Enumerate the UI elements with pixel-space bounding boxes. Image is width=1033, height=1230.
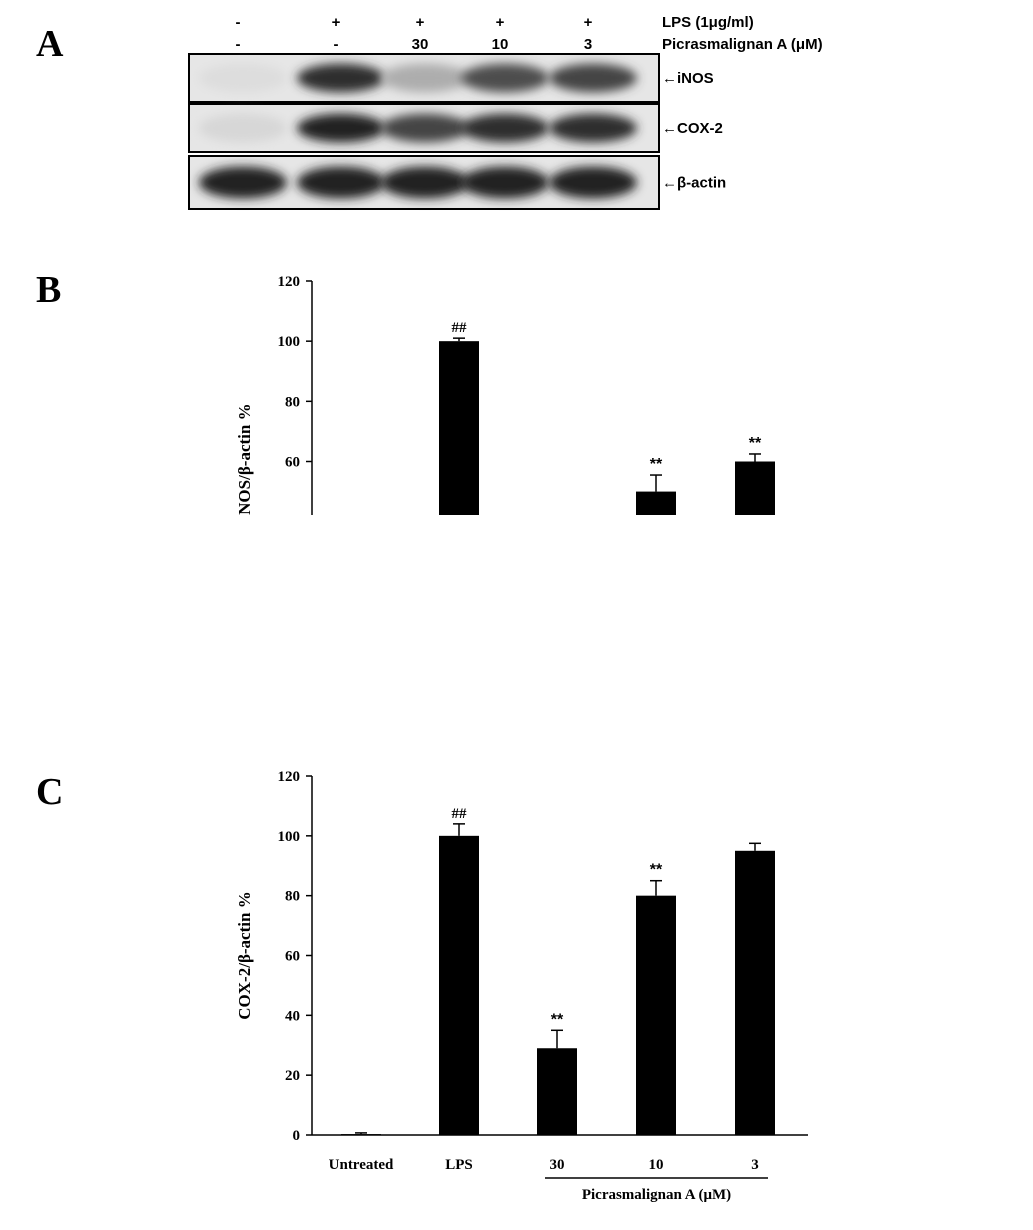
significance-label: ** xyxy=(749,435,762,452)
lps-sign: + xyxy=(416,14,425,31)
significance-label: ## xyxy=(452,320,468,336)
band-cox2 xyxy=(199,114,287,143)
band-cox2 xyxy=(549,114,637,143)
significance-label: ** xyxy=(650,862,663,879)
x-tick-label: 3 xyxy=(751,1157,759,1173)
band-label-actin: ←β-actin xyxy=(662,175,726,192)
y-tick-label: 60 xyxy=(285,455,300,471)
band-cox2 xyxy=(381,114,469,143)
band-inos xyxy=(381,64,469,93)
band-inos xyxy=(461,64,549,93)
band-label-inos: ←iNOS xyxy=(662,70,714,87)
bar xyxy=(341,1134,381,1135)
bar xyxy=(735,851,775,1135)
band-actin xyxy=(381,167,469,199)
dose-sign: 3 xyxy=(584,36,592,53)
y-tick-label: 80 xyxy=(285,394,300,410)
band-actin xyxy=(199,167,287,199)
band-inos xyxy=(549,64,637,93)
row-label-lps: LPS (1μg/ml) xyxy=(662,14,754,31)
y-tick-label: 40 xyxy=(285,1008,300,1024)
significance-label: ** xyxy=(650,456,663,473)
x-tick-label: Untreated xyxy=(329,1157,394,1173)
bar xyxy=(636,896,676,1135)
band-actin xyxy=(549,167,637,199)
bar xyxy=(439,836,479,1135)
y-tick-label: 100 xyxy=(278,829,301,845)
y-tick-label: 80 xyxy=(285,889,300,905)
y-tick-label: 60 xyxy=(285,949,300,965)
dose-sign: - xyxy=(236,36,241,53)
band-actin xyxy=(297,167,385,199)
chart-cox2: 0 20 40 60 80 100 120 COX-2/β-actin % Untreated #… xyxy=(0,760,1033,1230)
y-tick-label: 120 xyxy=(278,274,301,290)
band-inos xyxy=(199,64,287,93)
significance-label: ## xyxy=(452,806,468,822)
bar xyxy=(537,1048,577,1135)
significance-label: ** xyxy=(551,1011,564,1028)
y-axis-label: iNOS/β-actin % xyxy=(235,403,254,515)
x-tick-label: 30 xyxy=(550,1157,565,1173)
x-tick-label: LPS xyxy=(445,1157,473,1173)
dose-sign: 30 xyxy=(412,36,429,53)
band-inos xyxy=(297,64,385,93)
y-tick-label: 20 xyxy=(285,1068,300,1084)
y-tick-label: 120 xyxy=(278,769,301,785)
group-label: Picrasmalignan A (μM) xyxy=(582,1187,731,1203)
lps-sign: - xyxy=(236,14,241,31)
y-tick-label: 0 xyxy=(293,1128,301,1144)
western-blot: - + + + + - - 30 10 3 LPS (1μg/ml) Picrasmalignan A… xyxy=(0,0,1033,230)
lps-sign: + xyxy=(332,14,341,31)
y-axis-label: COX-2/β-actin % xyxy=(235,891,254,1019)
band-cox2 xyxy=(461,114,549,143)
bar xyxy=(636,492,676,515)
dose-sign: - xyxy=(334,36,339,53)
lps-sign: + xyxy=(584,14,593,31)
dose-sign: 10 xyxy=(492,36,509,53)
bar xyxy=(735,462,775,516)
chart-inos: 020406080100120iNOS/β-actin %Untreated##… xyxy=(0,265,1033,515)
bar xyxy=(439,341,479,515)
band-actin xyxy=(461,167,549,199)
band-cox2 xyxy=(297,114,385,143)
lps-sign: + xyxy=(496,14,505,31)
row-label-dose: Picrasmalignan A (μM) xyxy=(662,36,823,53)
y-tick-label: 100 xyxy=(278,334,301,350)
band-label-cox2: ←COX-2 xyxy=(662,120,723,137)
x-tick-label: 10 xyxy=(649,1157,664,1173)
